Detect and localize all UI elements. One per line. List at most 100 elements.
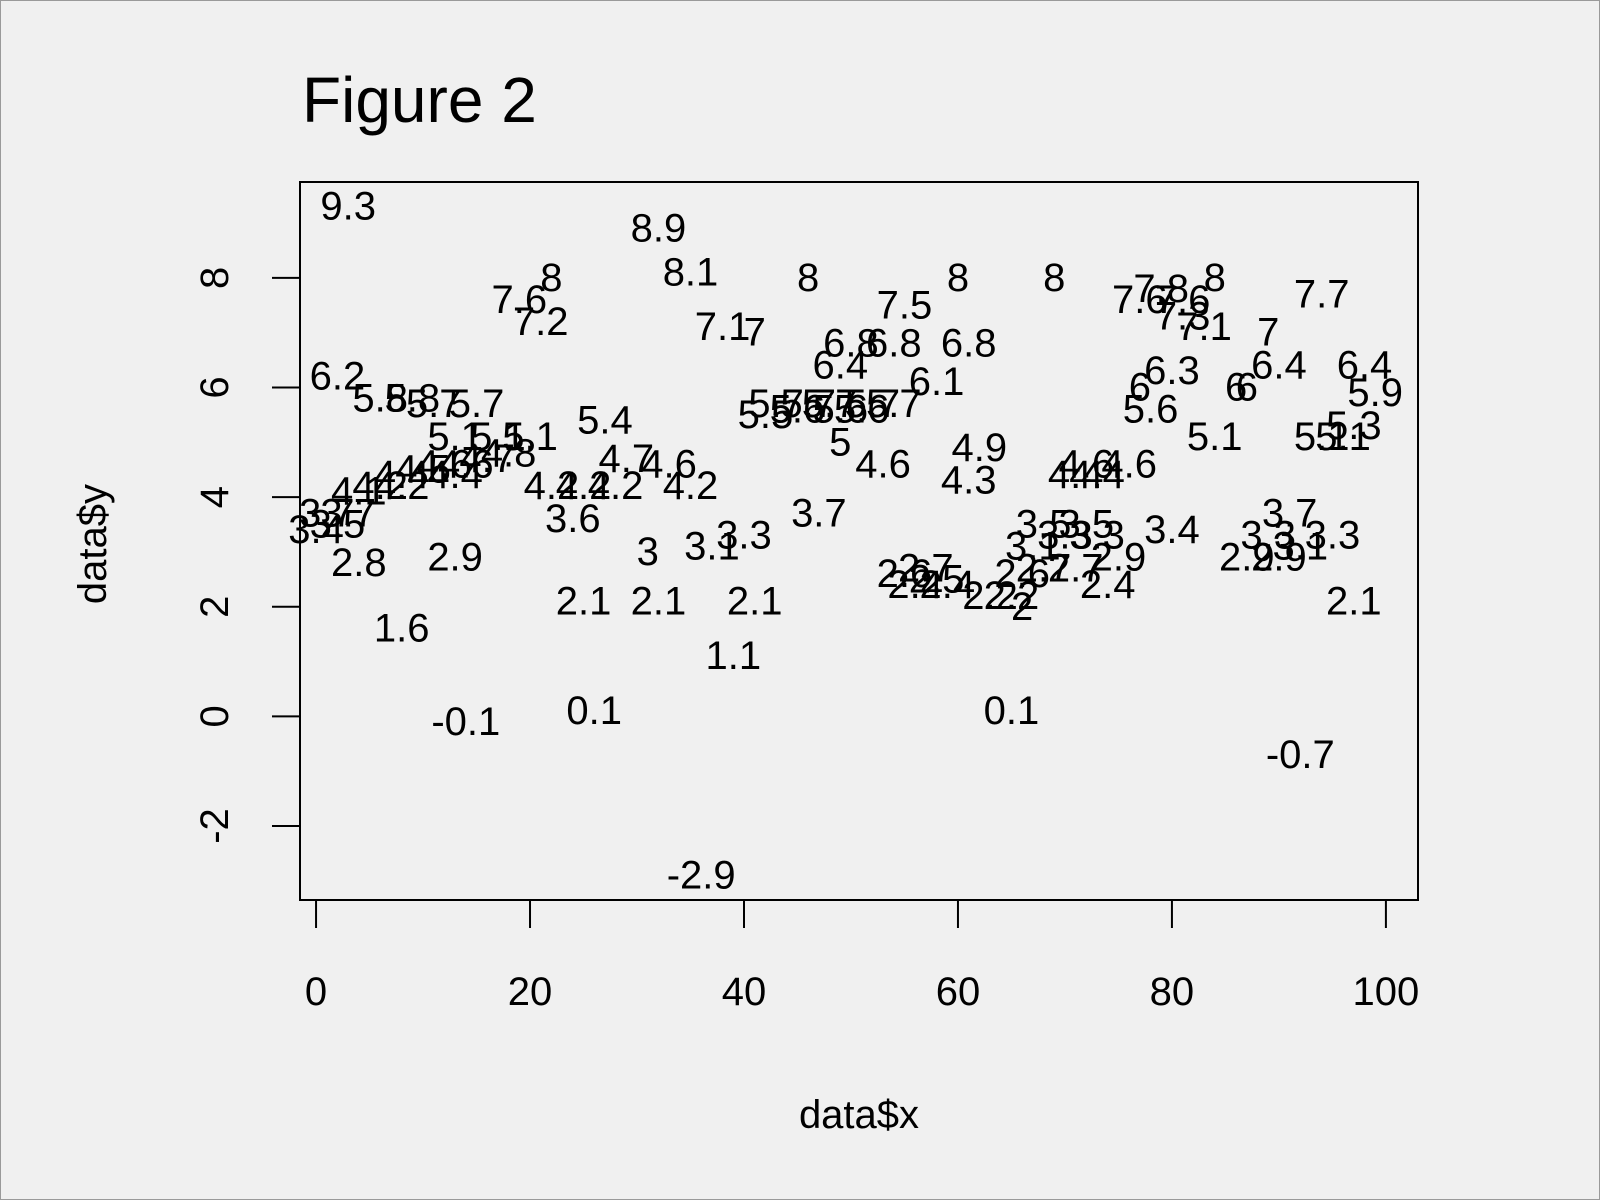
point-label: 7.2 bbox=[513, 300, 569, 344]
y-tick-label: -2 bbox=[193, 808, 237, 844]
point-label: 6.4 bbox=[812, 344, 868, 388]
chart-title: Figure 2 bbox=[302, 64, 537, 136]
point-label: 7.3 bbox=[1155, 294, 1211, 338]
point-label: 3.3 bbox=[1037, 514, 1093, 558]
point-label: 6.8 bbox=[941, 322, 997, 366]
point-label: 2.7 bbox=[898, 546, 954, 590]
point-label: 6.1 bbox=[909, 360, 965, 404]
point-label: 2.9 bbox=[1219, 535, 1275, 579]
point-label: 4.6 bbox=[417, 442, 473, 486]
point-label: 4.7 bbox=[459, 437, 515, 481]
point-label: 5.7 bbox=[866, 382, 922, 426]
point-label: 7.5 bbox=[877, 283, 933, 327]
point-label: 3.3 bbox=[1069, 514, 1125, 558]
point-label: 6.4 bbox=[1251, 344, 1307, 388]
point-label: 4.6 bbox=[641, 442, 697, 486]
point-label: 8 bbox=[540, 256, 562, 300]
point-label: 4.2 bbox=[352, 464, 408, 508]
point-label: 6 bbox=[1225, 366, 1247, 410]
y-axis-ticks: -2 0 2 4 6 8 bbox=[193, 267, 300, 844]
point-label: 2.1 bbox=[631, 579, 687, 623]
y-tick-label: 6 bbox=[193, 376, 237, 398]
point-label: 2.8 bbox=[331, 541, 387, 585]
point-label: 8 bbox=[797, 256, 819, 300]
point-label: 4.8 bbox=[481, 431, 537, 475]
point-label: 5.6 bbox=[1123, 387, 1179, 431]
point-label: 1.1 bbox=[705, 634, 761, 678]
point-label: 4.4 bbox=[427, 453, 483, 497]
point-label: 8 bbox=[947, 256, 969, 300]
point-label: 5.1 bbox=[470, 415, 526, 459]
point-label: 4.6 bbox=[1101, 442, 1157, 486]
point-label: 4.2 bbox=[588, 464, 644, 508]
point-label: 2.1 bbox=[1326, 579, 1382, 623]
point-label: 3.5 bbox=[310, 503, 366, 547]
point-label: 1.6 bbox=[374, 607, 430, 651]
y-tick-label: 0 bbox=[193, 705, 237, 727]
point-label: 0.1 bbox=[984, 689, 1040, 733]
point-label: 7.1 bbox=[695, 305, 751, 349]
point-label: 3.3 bbox=[1305, 514, 1361, 558]
point-label: 5.1 bbox=[1187, 415, 1243, 459]
point-label: 3.3 bbox=[716, 514, 772, 558]
point-label: 4.1 bbox=[331, 470, 387, 514]
point-label: 3.1 bbox=[684, 524, 740, 568]
point-label: 2.6 bbox=[994, 552, 1050, 596]
point-label: 4.5 bbox=[395, 448, 451, 492]
x-axis-ticks: 0 20 40 60 80 100 bbox=[305, 900, 1419, 1014]
x-tick-label: 80 bbox=[1150, 970, 1195, 1014]
point-label: 5.7 bbox=[802, 382, 858, 426]
point-label: 4.2 bbox=[524, 464, 580, 508]
x-tick-label: 0 bbox=[305, 970, 327, 1014]
y-tick-label: 8 bbox=[193, 267, 237, 289]
point-label: 3.5 bbox=[1016, 503, 1072, 547]
point-label: 4.4 bbox=[1069, 453, 1125, 497]
point-label: 5.5 bbox=[738, 393, 794, 437]
point-label: 4.9 bbox=[952, 426, 1008, 470]
point-label: 5.7 bbox=[780, 382, 836, 426]
point-label: 5.8 bbox=[352, 376, 408, 420]
point-label: 3.7 bbox=[791, 492, 847, 536]
point-label: 5 bbox=[829, 420, 851, 464]
point-label: -0.7 bbox=[1266, 733, 1335, 777]
point-label: 8 bbox=[1043, 256, 1065, 300]
point-label: 2.9 bbox=[1091, 535, 1147, 579]
point-label: 2.2 bbox=[984, 574, 1040, 618]
point-label: 5.7 bbox=[845, 382, 901, 426]
point-label: 6.8 bbox=[866, 322, 922, 366]
point-label: 4.6 bbox=[438, 442, 494, 486]
point-label: 3.7 bbox=[299, 492, 355, 536]
point-label: 4.2 bbox=[374, 464, 430, 508]
point-label: 5.4 bbox=[577, 398, 633, 442]
point-label: 7.6 bbox=[492, 278, 548, 322]
point-label: 8.1 bbox=[663, 250, 719, 294]
point-label: 8 bbox=[1204, 256, 1226, 300]
point-label: 4.4 bbox=[1048, 453, 1104, 497]
point-label: 5.7 bbox=[748, 382, 804, 426]
point-label: 3.4 bbox=[1144, 508, 1200, 552]
x-tick-label: 40 bbox=[722, 970, 767, 1014]
point-label: 5.6 bbox=[812, 387, 868, 431]
point-label: 5.7 bbox=[406, 382, 462, 426]
point-label: 2.4 bbox=[887, 563, 943, 607]
point-label: 5.1 bbox=[427, 415, 483, 459]
point-label: 3.7 bbox=[1262, 492, 1318, 536]
point-label: 6 bbox=[1129, 366, 1151, 410]
point-label: 2.7 bbox=[1016, 546, 1072, 590]
point-label: 5.8 bbox=[385, 376, 441, 420]
point-label: 2.1 bbox=[556, 579, 612, 623]
point-label: 7.6 bbox=[1112, 278, 1168, 322]
y-tick-label: 2 bbox=[193, 596, 237, 618]
point-label: 4.6 bbox=[855, 442, 911, 486]
point-label: 4.3 bbox=[941, 459, 997, 503]
point-label: 7.6 bbox=[1155, 278, 1211, 322]
point-label: 6.2 bbox=[310, 355, 366, 399]
point-label: 2.4 bbox=[919, 563, 975, 607]
point-label: 3 bbox=[637, 530, 659, 574]
point-label: 4.4 bbox=[374, 453, 430, 497]
point-label: 3.7 bbox=[320, 492, 376, 536]
point-label: 6 bbox=[1236, 366, 1258, 410]
point-label: 2.7 bbox=[1048, 546, 1104, 590]
point-label: -0.1 bbox=[431, 700, 500, 744]
